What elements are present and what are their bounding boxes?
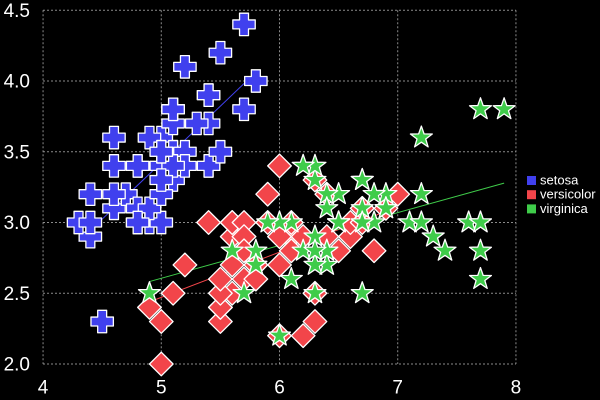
svg-text:versicolor: versicolor bbox=[540, 187, 596, 202]
svg-text:2.0: 2.0 bbox=[4, 355, 30, 376]
svg-text:setosa: setosa bbox=[540, 173, 579, 188]
svg-text:4.5: 4.5 bbox=[4, 1, 30, 22]
svg-text:3.0: 3.0 bbox=[4, 213, 30, 234]
svg-text:5: 5 bbox=[156, 377, 167, 398]
svg-text:4.0: 4.0 bbox=[4, 72, 30, 93]
svg-text:2.5: 2.5 bbox=[4, 284, 30, 305]
svg-text:7: 7 bbox=[392, 377, 403, 398]
svg-text:virginica: virginica bbox=[540, 201, 588, 216]
svg-text:8: 8 bbox=[511, 377, 522, 398]
svg-text:4: 4 bbox=[38, 377, 49, 398]
svg-text:3.5: 3.5 bbox=[4, 142, 30, 163]
svg-text:6: 6 bbox=[274, 377, 285, 398]
